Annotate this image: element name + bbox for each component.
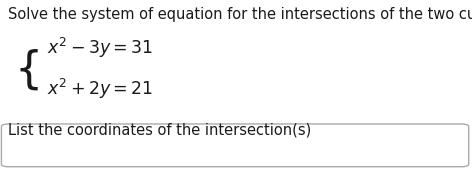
Text: $\{$: $\{$ <box>14 47 39 92</box>
Text: $x^2 - 3y = 31$: $x^2 - 3y = 31$ <box>47 36 153 60</box>
Text: $x^2 + 2y = 21$: $x^2 + 2y = 21$ <box>47 77 153 101</box>
FancyBboxPatch shape <box>1 124 469 167</box>
Text: List the coordinates of the intersection(s): List the coordinates of the intersection… <box>8 122 312 137</box>
Text: Solve the system of equation for the intersections of the two curves.: Solve the system of equation for the int… <box>8 7 472 22</box>
